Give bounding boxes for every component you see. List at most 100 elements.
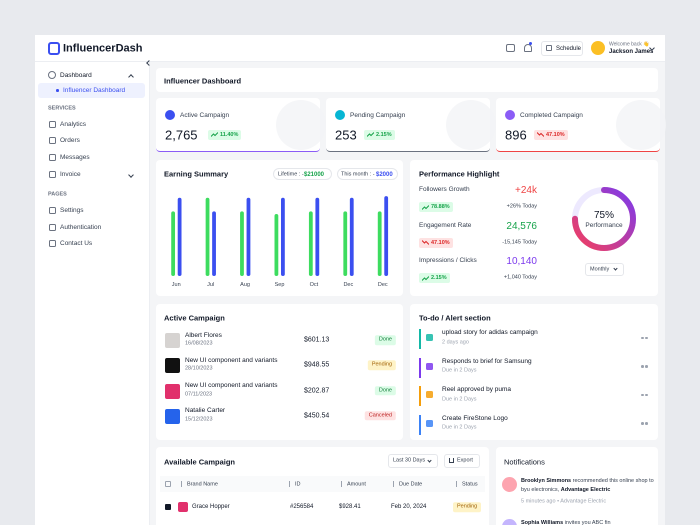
schedule-button[interactable] xyxy=(541,41,583,56)
checkbox[interactable] xyxy=(165,481,171,487)
todo-title: Reel approved by puma xyxy=(442,385,512,393)
priority-bar xyxy=(419,386,421,406)
sort-icon xyxy=(393,481,396,487)
logo-icon xyxy=(48,42,60,55)
nav-sub-item: Influencer Dashboard xyxy=(63,86,126,94)
gauge-value: 75% xyxy=(593,209,615,221)
campaign-date: 15/12/2023 xyxy=(185,416,213,423)
trend-icon xyxy=(367,132,374,137)
nav-icon xyxy=(49,224,56,231)
more-dot xyxy=(641,365,644,368)
stat-label: Completed Campaign xyxy=(520,111,583,119)
brand-name: Grace Hopper xyxy=(192,504,230,510)
brand-logo xyxy=(178,502,188,512)
campaign-name: New UI component and variants xyxy=(185,356,278,364)
export-icon xyxy=(449,458,454,463)
nav-item[interactable]: Orders xyxy=(60,136,80,144)
campaign-logo xyxy=(165,333,180,348)
due-date: Feb 20, 2024 xyxy=(391,504,427,510)
todo-due: 2 days ago xyxy=(442,338,469,345)
nav-active[interactable] xyxy=(38,83,145,98)
month-pill xyxy=(337,168,398,180)
notification-text: Brooklyn Simmons recommended this online… xyxy=(521,477,654,495)
card-title: To-do / Alert section xyxy=(419,312,491,322)
more-dot xyxy=(641,393,644,396)
todo-due: Due in 2 Days xyxy=(442,367,477,374)
metric-value: 10,140 xyxy=(506,256,537,267)
checkbox[interactable] xyxy=(426,362,433,370)
nav-item[interactable]: Authentication xyxy=(60,223,102,231)
priority-bar xyxy=(419,329,421,349)
more-dot xyxy=(645,393,648,396)
column-header: Due Date xyxy=(399,480,423,487)
trend-icon xyxy=(422,240,429,245)
calendar-icon xyxy=(546,45,552,51)
sort-icon xyxy=(181,481,184,487)
decor-circle xyxy=(616,100,666,150)
todo-card xyxy=(410,304,658,440)
campaign-amount: $948.55 xyxy=(304,361,330,369)
trend-icon xyxy=(537,132,544,137)
todo-title: upload story for adidas campaign xyxy=(442,328,538,336)
nav-item[interactable]: Messages xyxy=(60,153,90,161)
logo: InfluencerDash xyxy=(63,42,143,55)
sort-icon xyxy=(456,481,459,487)
change-value: 2.15% xyxy=(431,275,447,281)
bell-icon xyxy=(524,44,532,52)
pill-value: $21000 xyxy=(304,171,325,178)
section-title: PAGES xyxy=(48,191,67,198)
chat-icon xyxy=(506,44,515,52)
campaign-amount: $202.87 xyxy=(304,387,330,395)
change-badge: 11.40% xyxy=(208,129,242,140)
gauge-label: Performance xyxy=(585,221,623,229)
column-header: Status xyxy=(462,480,478,487)
amount: $928.41 xyxy=(339,504,361,510)
status-badge: Pending xyxy=(453,502,482,512)
trend-icon xyxy=(422,204,429,210)
campaign-logo xyxy=(165,383,180,399)
sidebar xyxy=(35,62,150,525)
change-value: 2.15% xyxy=(376,131,392,138)
more-dot xyxy=(641,336,644,339)
notification-text: invites you ABC fin xyxy=(564,520,611,525)
nav-item[interactable]: Invoice xyxy=(60,170,81,178)
avatar xyxy=(502,477,517,492)
campaign-name: New UI component and variants xyxy=(185,381,278,389)
card-title: Active Campaign xyxy=(164,312,225,322)
metric-value: +24k xyxy=(515,185,537,196)
todo-title: Responds to brief for Samsung xyxy=(442,357,532,365)
checkbox[interactable] xyxy=(426,334,433,341)
change-badge: 2.15% xyxy=(364,129,395,140)
nav-item[interactable]: Contact Us xyxy=(60,239,93,247)
change-badge: 47.10% xyxy=(419,237,453,248)
export-button[interactable] xyxy=(444,454,480,468)
status-badge: Canceled xyxy=(364,411,396,421)
period-select[interactable] xyxy=(585,263,624,276)
campaign-id: #256584 xyxy=(290,504,314,510)
nav-icon xyxy=(49,171,56,178)
avatar xyxy=(502,519,517,525)
bullet xyxy=(56,89,59,92)
change-badge: 47.10% xyxy=(534,129,568,140)
notification-name: Sophia Williams xyxy=(521,520,564,525)
checkbox[interactable] xyxy=(426,391,433,398)
nav-item[interactable]: Settings xyxy=(60,206,84,214)
campaign-date: 28/10/2023 xyxy=(185,365,213,372)
card-title: Earning Summary xyxy=(164,168,229,178)
filter-select[interactable] xyxy=(388,454,438,468)
checkbox[interactable] xyxy=(165,504,171,510)
top-bar xyxy=(35,35,665,62)
checkbox[interactable] xyxy=(426,419,433,427)
more-dot xyxy=(645,365,648,368)
earning-card xyxy=(156,160,403,296)
campaign-amount: $601.13 xyxy=(304,336,330,344)
notification-text: Sophia Williams invites you ABC fin xyxy=(521,519,654,525)
nav-item[interactable]: Analytics xyxy=(60,120,87,128)
campaign-logo xyxy=(165,358,180,374)
pill-label: This month : - xyxy=(341,170,375,177)
schedule-label: Schedule xyxy=(556,45,582,52)
change-badge: 2.15% xyxy=(419,273,450,283)
lifetime-pill xyxy=(273,168,332,180)
metric-label: Engagement Rate xyxy=(419,221,472,229)
filter-label: Last 30 Days xyxy=(393,457,426,464)
